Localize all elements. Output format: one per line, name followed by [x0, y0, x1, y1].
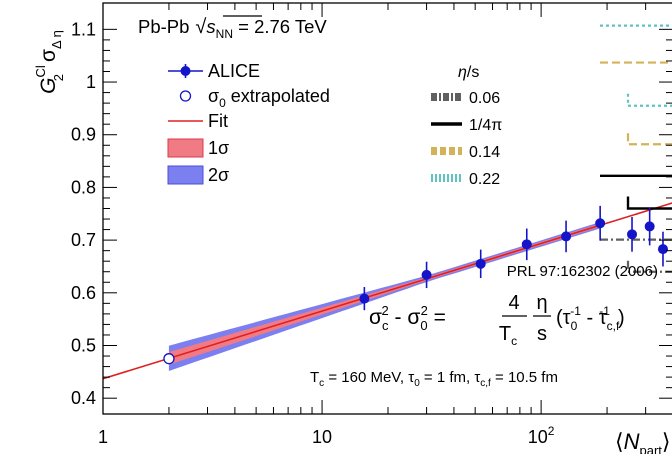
- svg-text:2σ: 2σ: [208, 165, 229, 185]
- svg-text:1σ: 1σ: [208, 138, 229, 158]
- data-marker: [595, 218, 606, 229]
- svg-text:Tc: Tc: [499, 323, 517, 348]
- fit-line: [103, 202, 672, 380]
- legend-2sigma: 2σ: [167, 165, 229, 185]
- svg-text:σ0 extrapolated: σ0 extrapolated: [208, 86, 330, 110]
- main-legend: ALICE σ0 extrapolated Fit 1σ 2σ: [167, 61, 330, 185]
- model-box-1: [600, 61, 672, 146]
- svg-text:s: s: [537, 323, 547, 345]
- eta-legend-label: 0.22: [469, 171, 500, 188]
- svg-text:(τ0-1 - τc,f-1): (τ0-1 - τc,f-1): [556, 304, 625, 333]
- x-tick-label: 10: [312, 427, 332, 447]
- point-0-3: [521, 228, 532, 261]
- svg-text:4: 4: [508, 292, 519, 314]
- x-tick-label: 1: [98, 427, 108, 447]
- model-line-bottom: [626, 196, 672, 210]
- model-box-2: [600, 174, 672, 210]
- y-tick-label: 0.8: [71, 177, 96, 197]
- model-line-bottom: [626, 93, 672, 107]
- y-tick-label: 0.4: [71, 388, 96, 408]
- model-box-3: [600, 238, 672, 273]
- data-marker: [657, 244, 668, 255]
- point-0-4: [561, 220, 572, 253]
- collision-system-label: Pb-Pb √sNN = 2.76 TeV: [138, 16, 327, 41]
- data-marker-open: [163, 353, 175, 365]
- eta-s-legend: η/s 0.06 1/4π 0.14 0.22: [431, 64, 502, 188]
- legend-alice: ALICE: [168, 61, 260, 81]
- formula: σc2 - σ02 = 4 Tc η s (τ0-1 - τc,f-1): [369, 292, 625, 348]
- point-1-0: [163, 353, 175, 365]
- y-tick-label: 1: [86, 72, 96, 92]
- eta-s-legend-title: η/s: [458, 64, 479, 81]
- model-boxes: [600, 24, 672, 273]
- eta-legend-entry: 1/4π: [431, 117, 502, 134]
- data-marker: [475, 258, 486, 269]
- point-0-0: [359, 287, 370, 311]
- point-0-8: [657, 231, 668, 267]
- y-tick-label: 0.9: [71, 125, 96, 145]
- eta-legend-label: 0.14: [469, 144, 500, 161]
- y-tick-label: 0.6: [71, 283, 96, 303]
- tick-labels: 0.4 0.5 0.6 0.7 0.8 0.9 1 1.1 1 10 102: [71, 19, 555, 447]
- model-box-0: [600, 24, 672, 107]
- legend-fit: Fit: [168, 111, 228, 131]
- point-0-2: [475, 249, 486, 279]
- point-0-6: [627, 216, 638, 252]
- y-tick-label: 1.1: [71, 19, 96, 39]
- model-line-bottom: [626, 259, 672, 273]
- eta-legend-label: 0.06: [469, 90, 500, 107]
- point-0-7: [644, 207, 655, 246]
- eta-legend-entry: 0.22: [431, 171, 500, 188]
- svg-text:GCl2σΔ η: GCl2σΔ η: [33, 30, 66, 94]
- svg-text:ALICE: ALICE: [208, 61, 260, 81]
- y-tick-label: 0.7: [71, 230, 96, 250]
- y-axis-label: GCl2σΔ η: [33, 30, 66, 94]
- legend-1sigma: 1σ: [167, 138, 229, 158]
- eta-legend-label: 1/4π: [469, 117, 502, 134]
- data-marker: [521, 239, 532, 250]
- data-marker: [359, 293, 370, 304]
- point-0-1: [421, 261, 432, 289]
- y-tick-label: 0.5: [71, 336, 96, 356]
- plot-area: [103, 24, 672, 380]
- axis-ticks: [102, 3, 672, 414]
- parameters-label: Tc = 160 MeV, τ0 = 1 fm, τc,f = 10.5 fm: [310, 369, 558, 389]
- legend-sigma0-extrapolated: σ0 extrapolated: [179, 86, 330, 110]
- x-axis-label: ⟨Npart⟩: [615, 429, 670, 454]
- svg-text:Fit: Fit: [208, 111, 228, 131]
- svg-text:η: η: [536, 292, 547, 314]
- data-marker: [627, 229, 638, 240]
- data-marker: [421, 269, 432, 280]
- reference-label: PRL 97:162302 (2006): [507, 263, 658, 280]
- point-0-5: [595, 205, 606, 241]
- data-points: [163, 205, 668, 365]
- data-marker: [561, 231, 572, 242]
- eta-legend-entry: 0.14: [431, 144, 500, 161]
- model-line-bottom: [626, 132, 672, 146]
- x-tick-label: 102: [528, 424, 555, 447]
- eta-legend-entry: 0.06: [431, 90, 500, 107]
- svg-text:σc2 - σ02 =: σc2 - σ02 =: [369, 303, 446, 333]
- data-marker: [644, 221, 655, 232]
